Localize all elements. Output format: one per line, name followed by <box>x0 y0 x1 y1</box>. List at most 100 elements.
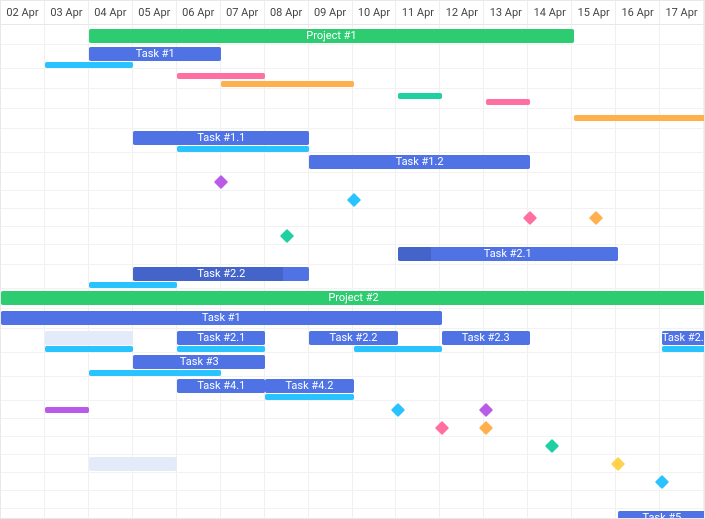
date-header-cell: 09 Apr <box>309 1 353 24</box>
gantt-row: Task #4.1 Task #4.2 <box>1 377 704 401</box>
milestone-marker[interactable] <box>589 211 603 225</box>
milestone-marker[interactable] <box>655 475 669 489</box>
progress-bar[interactable] <box>398 93 442 99</box>
gantt-chart: 02 Apr03 Apr04 Apr05 Apr06 Apr07 Apr08 A… <box>0 0 705 519</box>
gantt-row <box>1 191 704 209</box>
task-label: Task #1.1 <box>197 131 245 144</box>
task-label: Task #1.2 <box>396 155 444 168</box>
gantt-row: Task #1.1 <box>1 129 704 153</box>
gantt-row: Task #1.2 <box>1 153 704 173</box>
task-label: Task #2.2 <box>197 267 245 280</box>
gantt-row <box>1 491 704 509</box>
date-header-cell: 14 Apr <box>528 1 572 24</box>
task-bar[interactable]: Task #2.2 <box>133 267 309 281</box>
gantt-row <box>1 473 704 491</box>
date-header-cell: 16 Apr <box>616 1 660 24</box>
date-header-cell: 05 Apr <box>133 1 177 24</box>
task-label: Task #4.2 <box>285 379 333 392</box>
milestone-marker[interactable] <box>280 229 294 243</box>
gantt-row: Task #1 <box>1 45 704 69</box>
task-bar[interactable]: Task #1 <box>1 311 442 325</box>
gantt-row <box>1 89 704 109</box>
timescale-header: 02 Apr03 Apr04 Apr05 Apr06 Apr07 Apr08 A… <box>1 1 704 25</box>
task-bar[interactable]: Task #4.2 <box>265 379 353 393</box>
milestone-marker[interactable] <box>390 403 404 417</box>
progress-bar[interactable] <box>177 73 265 79</box>
date-header-cell: 04 Apr <box>89 1 133 24</box>
gantt-row <box>1 227 704 245</box>
progress-bar[interactable] <box>177 146 309 152</box>
date-header-cell: 17 Apr <box>660 1 704 24</box>
task-bar[interactable]: Task #2 <box>45 331 133 345</box>
gantt-row: Task #4.4 <box>1 455 704 473</box>
milestone-marker[interactable] <box>545 439 559 453</box>
progress-bar[interactable] <box>89 370 221 376</box>
milestone-marker[interactable] <box>523 211 537 225</box>
task-bar[interactable]: Task #3 <box>133 355 265 369</box>
gantt-row: Task #1 <box>1 309 704 329</box>
gantt-rows: Project #1 Task #1 Task #1.1 Task #1.2 Task … <box>1 25 704 519</box>
task-bar[interactable]: Task #2.3 <box>442 331 530 345</box>
date-header-cell: 08 Apr <box>265 1 309 24</box>
task-label: Task #2.2 <box>330 331 378 344</box>
task-label: Task #3 <box>180 355 219 368</box>
task-label: Task #2.1 <box>197 331 245 344</box>
task-bar[interactable]: Task #5 <box>618 511 705 519</box>
task-bar[interactable]: Task #1 <box>89 47 221 61</box>
task-bar[interactable]: Task #4.1 <box>177 379 265 393</box>
gantt-row <box>1 437 704 455</box>
task-bar[interactable]: Task #2.4 <box>662 331 705 345</box>
task-label: Project #2 <box>328 291 378 304</box>
task-bar[interactable]: Task #1.1 <box>133 131 309 145</box>
gantt-row <box>1 419 704 437</box>
progress-bar[interactable] <box>265 394 353 400</box>
task-bar[interactable]: Task #2.1 <box>177 331 265 345</box>
date-header-cell: 13 Apr <box>484 1 528 24</box>
progress-bar[interactable] <box>45 407 89 413</box>
milestone-marker[interactable] <box>611 457 625 471</box>
task-label: Task #2.3 <box>462 331 510 344</box>
date-header-cell: 15 Apr <box>572 1 616 24</box>
task-label: Project #1 <box>306 29 356 42</box>
gantt-row <box>1 173 704 191</box>
task-bar[interactable]: Task #2.2 <box>309 331 397 345</box>
milestone-marker[interactable] <box>346 193 360 207</box>
gantt-row: Task #2.2 <box>1 265 704 289</box>
task-progress-fill <box>398 247 431 261</box>
progress-bar[interactable] <box>221 81 353 87</box>
milestone-marker[interactable] <box>479 421 493 435</box>
task-label: Task #5 <box>642 511 681 519</box>
progress-bar[interactable] <box>486 99 530 105</box>
progress-bar[interactable] <box>89 282 177 288</box>
gantt-row <box>1 109 704 129</box>
task-label: Task #2.4 <box>662 331 705 344</box>
date-header-cell: 12 Apr <box>440 1 484 24</box>
task-label: Task #4.4 <box>109 457 157 470</box>
task-label: Task #2.1 <box>484 247 532 260</box>
milestone-marker[interactable] <box>435 421 449 435</box>
progress-bar[interactable] <box>177 346 265 352</box>
task-bar[interactable]: Project #1 <box>89 29 574 43</box>
progress-bar[interactable] <box>45 346 133 352</box>
gantt-row: Task #5 <box>1 509 704 519</box>
milestone-marker[interactable] <box>214 175 228 189</box>
task-bar[interactable]: Task #2.1 <box>398 247 618 261</box>
task-label: Task #1 <box>202 311 241 324</box>
task-bar[interactable]: Task #4.4 <box>89 457 177 471</box>
gantt-row <box>1 209 704 227</box>
progress-bar[interactable] <box>45 62 133 68</box>
progress-bar[interactable] <box>354 346 442 352</box>
date-header-cell: 02 Apr <box>1 1 45 24</box>
task-bar[interactable]: Task #1.2 <box>309 155 529 169</box>
task-label: Task #1 <box>136 47 175 60</box>
gantt-row: Task #3 <box>1 353 704 377</box>
gantt-row <box>1 401 704 419</box>
milestone-marker[interactable] <box>479 403 493 417</box>
task-label: Task #4.1 <box>197 379 245 392</box>
task-bar[interactable]: Project #2 <box>1 291 705 305</box>
gantt-row: Task #2 Task #2.1 Task #2.2 Task #2.3 Task #… <box>1 329 704 353</box>
progress-bar[interactable] <box>662 346 705 352</box>
progress-bar[interactable] <box>574 115 705 121</box>
date-header-cell: 11 Apr <box>396 1 440 24</box>
date-header-cell: 10 Apr <box>353 1 397 24</box>
